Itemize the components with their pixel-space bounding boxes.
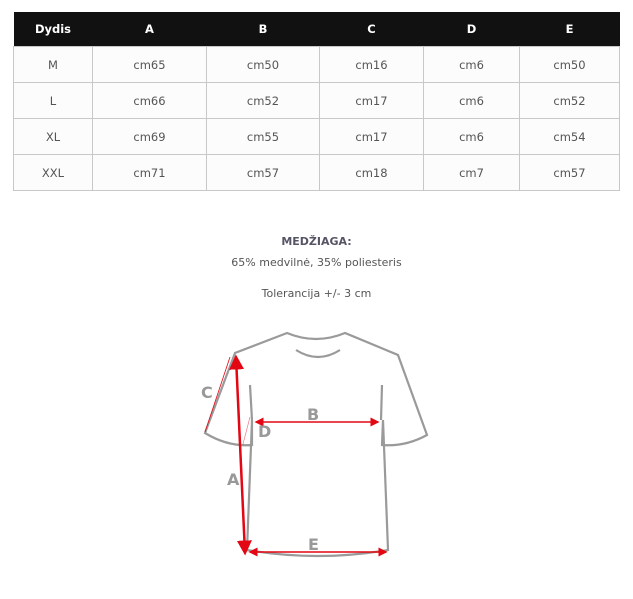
table-cell: cm57 [206,154,320,191]
size-cell: M [13,46,93,83]
header-d: D [423,12,520,47]
label-b: B [307,405,319,424]
label-e: E [308,535,319,554]
arrow-c [204,356,231,433]
table-cell: cm6 [423,118,520,155]
header-size: Dydis [13,12,93,47]
header-e: E [519,12,620,47]
table-cell: cm71 [92,154,207,191]
arrow-d [242,416,251,445]
table-cell: cm18 [319,154,424,191]
tolerance-text: Tolerancija +/- 3 cm [261,287,372,300]
table-cell: cm50 [206,46,320,83]
arrow-a [229,354,252,556]
table-cell: cm52 [519,82,620,119]
table-cell: cm6 [423,46,520,83]
material-title: MEDŽIAGA: [281,235,352,248]
table-cell: cm50 [519,46,620,83]
table-cell: cm7 [423,154,520,191]
table-cell: cm65 [92,46,207,83]
table-cell: cm66 [92,82,207,119]
table-cell: cm57 [519,154,620,191]
header-a: A [92,12,207,47]
label-c: C [201,383,213,402]
size-cell: XL [13,118,93,155]
table-cell: cm69 [92,118,207,155]
table-row: XXL cm71 cm57 cm18 cm7 cm57 [13,154,620,191]
size-cell: XXL [13,154,93,191]
label-a: A [227,470,240,489]
table-header: Dydis A B C D E [13,12,620,47]
tshirt-outline [203,331,429,558]
table-cell: cm17 [319,118,424,155]
size-cell: L [13,82,93,119]
label-d: D [258,422,271,441]
header-c: C [319,12,424,47]
table-cell: cm52 [206,82,320,119]
table-cell: cm6 [423,82,520,119]
measure-arrows [204,354,388,557]
header-b: B [206,12,320,47]
material-composition: 65% medvilnė, 35% poliesteris [231,256,402,269]
